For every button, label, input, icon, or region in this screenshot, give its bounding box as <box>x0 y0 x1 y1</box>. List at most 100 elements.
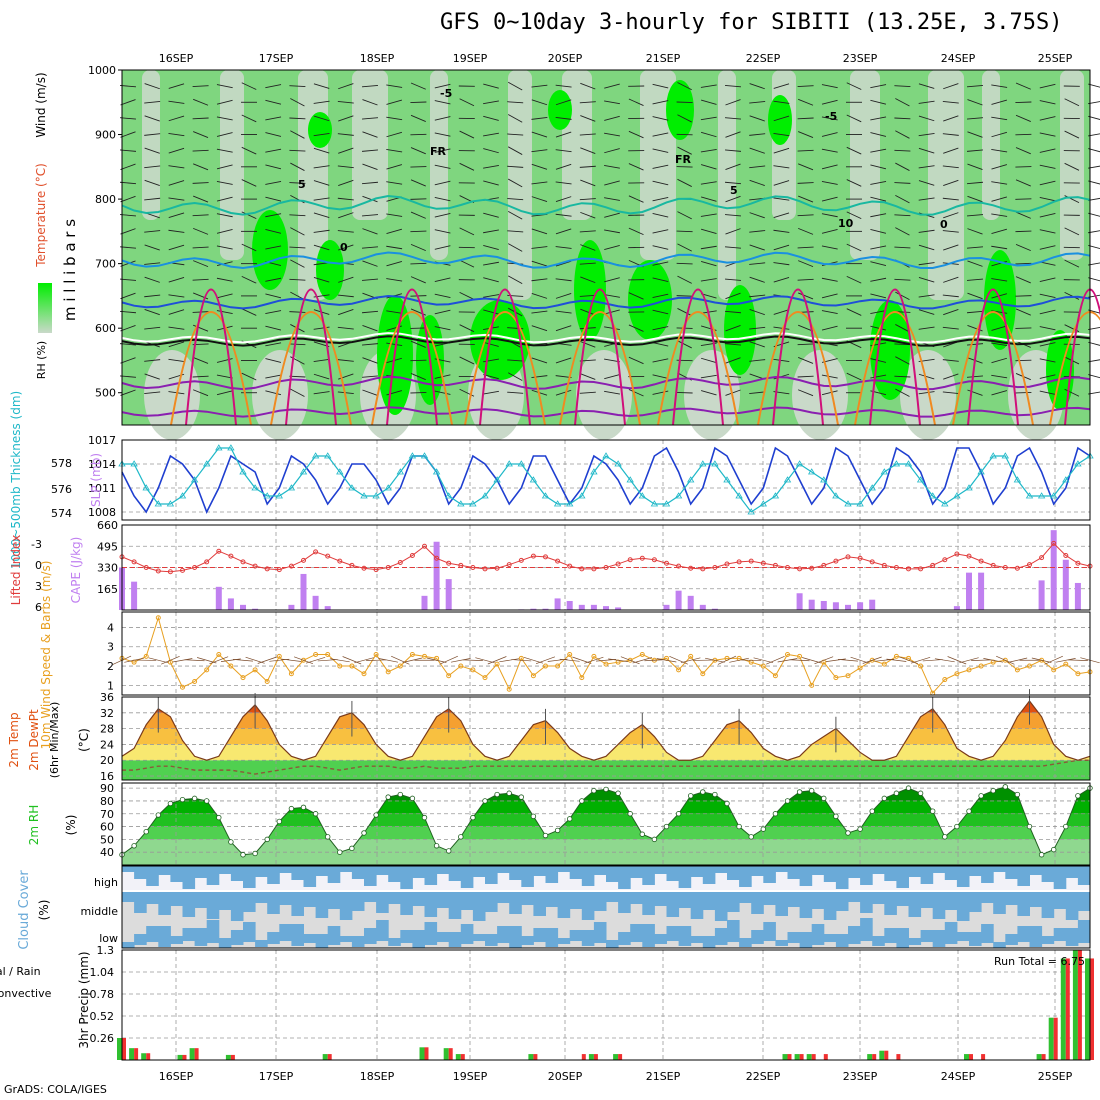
wind-barb <box>119 343 137 346</box>
wind-barb <box>773 326 790 330</box>
cloud-high-bar <box>993 866 1006 872</box>
wind-speed-point <box>954 671 960 677</box>
wind-barb <box>773 115 790 122</box>
wind-barb <box>700 84 717 88</box>
wind-barb <box>265 293 282 299</box>
wind-barb <box>313 373 330 380</box>
date-label-top: 19SEP <box>453 52 488 65</box>
wind-barb <box>362 357 378 364</box>
temp-line <box>121 699 1091 761</box>
wind-barb <box>265 84 282 89</box>
thickness-point <box>989 452 997 459</box>
rh-point <box>978 793 984 799</box>
wind-barb <box>1015 308 1031 316</box>
wind-barb <box>991 99 1008 105</box>
wind-barb-10m <box>329 658 350 663</box>
li-point <box>155 568 161 574</box>
contour-label: 5 <box>730 184 738 197</box>
wind-barb <box>241 179 257 187</box>
rh-point <box>337 849 343 855</box>
rh-band <box>122 800 1090 814</box>
li-point <box>506 562 512 568</box>
wind-barb <box>192 85 209 88</box>
li-point <box>325 553 331 559</box>
li-point <box>482 566 488 572</box>
cloud-low-bar <box>424 922 438 945</box>
cloud-high-bar <box>690 866 704 877</box>
wind-barb <box>821 180 838 185</box>
wind-barb <box>531 293 548 299</box>
wind-barb <box>1088 229 1100 234</box>
precip-total-bar <box>964 1054 969 1060</box>
cape-bar <box>227 598 234 610</box>
cape-bar <box>578 604 585 610</box>
wind-barb <box>1064 291 1080 300</box>
wind-barb <box>749 115 765 122</box>
contour-label: 10 <box>838 217 854 230</box>
rh-dry-streak <box>352 70 388 220</box>
cloud-low-bar <box>303 934 317 943</box>
cloud-high-bar <box>230 866 244 881</box>
thickness-point <box>202 460 211 467</box>
wind-barb <box>749 391 766 395</box>
wind-speed-point <box>397 663 403 669</box>
wind-barb <box>700 245 717 250</box>
wind-speed-point <box>192 678 198 684</box>
wind-barb-10m <box>910 656 931 664</box>
wind-barb <box>991 245 1008 250</box>
thickness-point <box>1037 492 1046 499</box>
wind-barb <box>289 149 306 152</box>
wind-barb <box>410 114 426 122</box>
li-point <box>869 559 875 565</box>
wind-barb <box>652 326 669 331</box>
wind-barb <box>1039 212 1056 218</box>
wind-barb <box>870 164 887 170</box>
cloud-high-bar <box>751 866 764 876</box>
rh-point <box>736 823 742 830</box>
cloud-mid-bar <box>739 892 752 903</box>
cloud-mid-bar <box>400 892 413 915</box>
precip-convective-bar <box>134 1048 139 1060</box>
cloud-low-bar <box>1077 920 1091 943</box>
precip-total-bar <box>1060 958 1066 1060</box>
wind-barb <box>579 294 596 297</box>
temp-band-20 <box>122 744 1090 761</box>
cloud-low-bar <box>351 936 365 947</box>
wind-barb <box>773 212 790 218</box>
wind-barb <box>580 276 596 284</box>
wind-barb <box>1064 130 1080 139</box>
wind-barb <box>579 133 596 136</box>
cloud-high-bar <box>896 866 909 888</box>
cape-bar <box>312 595 319 610</box>
rh-moist-blob <box>870 300 910 400</box>
wind-barb <box>144 133 161 136</box>
cloud-high-bar <box>509 866 522 880</box>
cloud-mid-bar <box>327 892 341 909</box>
wind-barb-10m <box>959 657 979 664</box>
cloud-low-bar <box>400 930 413 943</box>
wind-barb <box>1039 245 1056 250</box>
precip-total-bar <box>867 1054 873 1060</box>
wind-barb <box>942 326 959 330</box>
precip-convective-bar <box>1053 1017 1058 1060</box>
thickness-point <box>154 500 163 507</box>
precip-total-bar <box>1085 958 1090 1060</box>
thickness-point <box>844 500 852 507</box>
cloud-low-bar <box>315 934 329 948</box>
wind-barb <box>410 243 426 252</box>
wind-barb <box>773 197 790 201</box>
wind-barb <box>846 211 862 220</box>
cloud-low-bar <box>727 920 740 942</box>
wind-barb <box>991 164 1008 170</box>
cloud-high-bar <box>1017 866 1030 886</box>
thickness-point <box>553 500 562 507</box>
wind-barb <box>361 84 379 88</box>
cloud-low-bar <box>472 934 486 941</box>
wind-barb <box>798 163 814 171</box>
wind-speed-point <box>530 673 536 679</box>
li-tick-label: 0 <box>35 559 42 572</box>
li-point <box>772 562 778 568</box>
cloud-low-bar <box>521 936 534 945</box>
wind-barb <box>700 196 717 202</box>
rh-point <box>179 796 186 803</box>
